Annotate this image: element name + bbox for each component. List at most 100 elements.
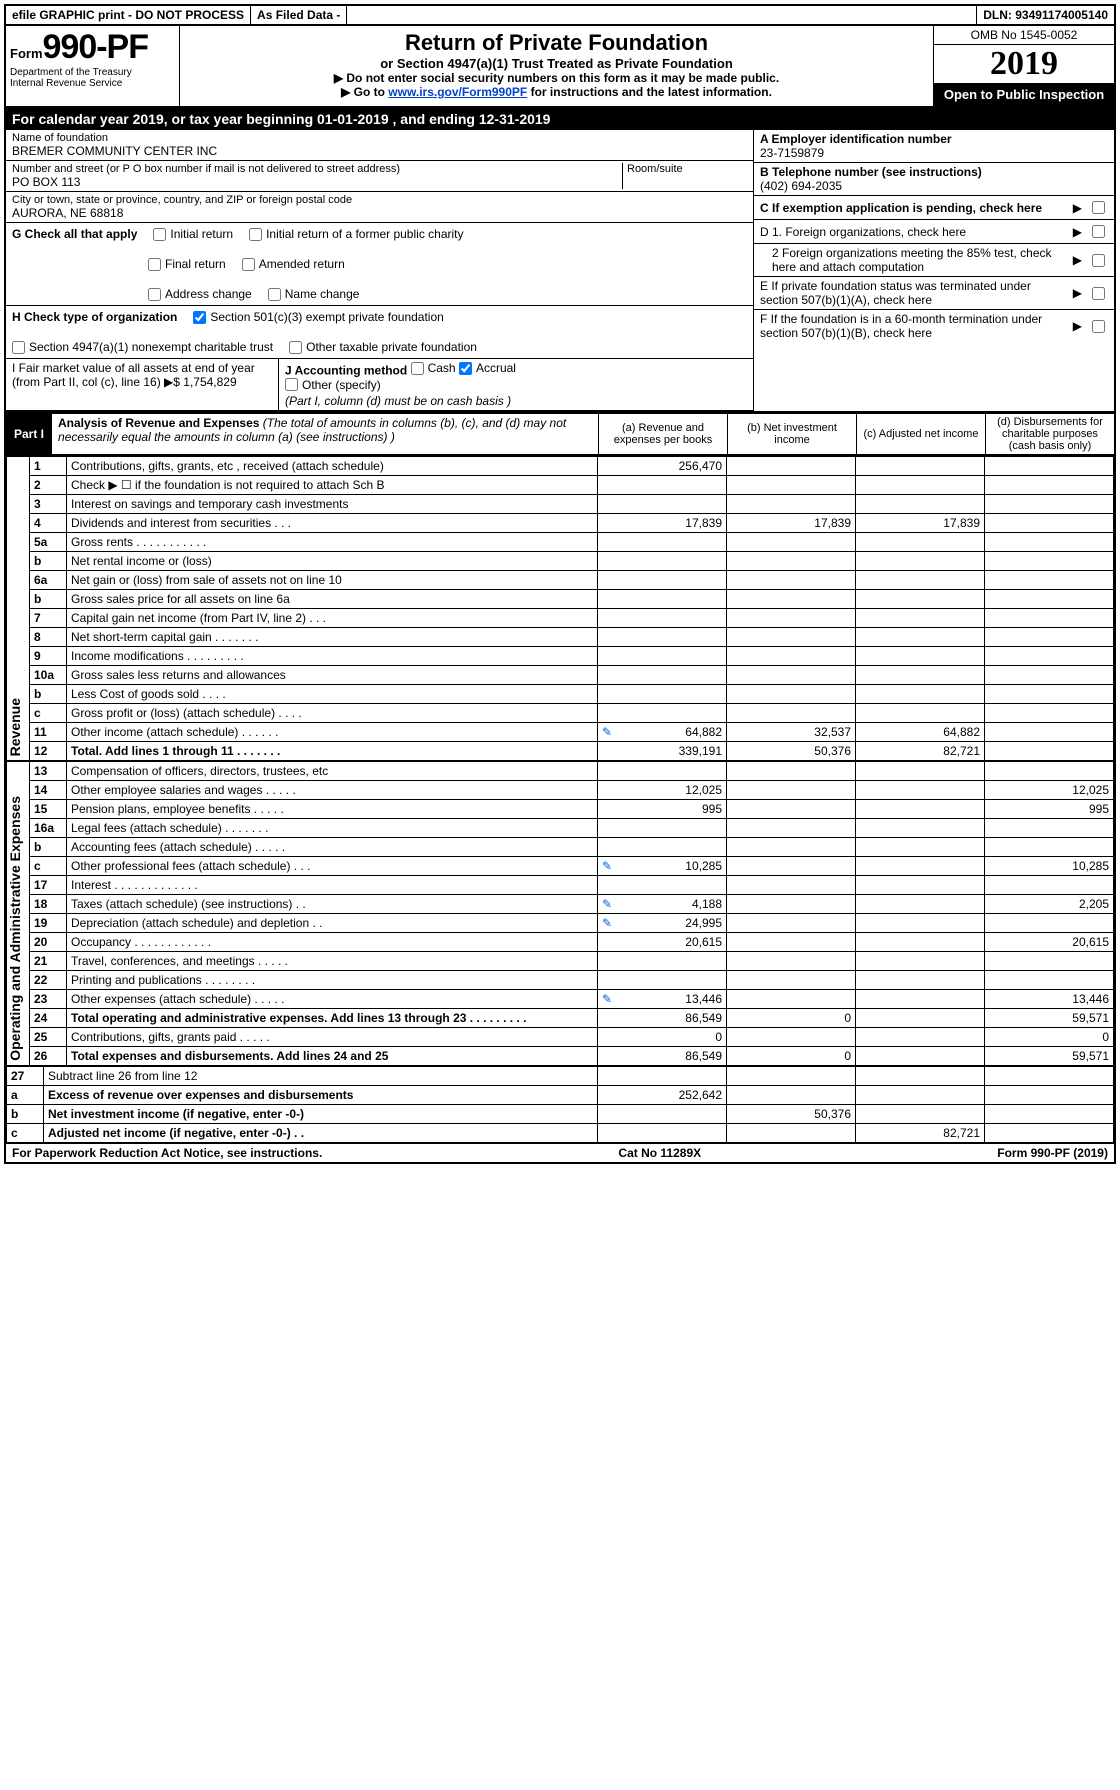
cell-a — [598, 1067, 727, 1086]
cell-b — [727, 971, 856, 990]
cell-b — [727, 781, 856, 800]
chk-accrual[interactable] — [459, 362, 472, 375]
cell-c — [856, 1067, 985, 1086]
cell-d: 2,205 — [985, 895, 1114, 914]
row-number: 21 — [30, 952, 67, 971]
irs-link[interactable]: www.irs.gov/Form990PF — [388, 85, 527, 99]
row-number: 17 — [30, 876, 67, 895]
cell-d: 59,571 — [985, 1009, 1114, 1028]
chk-final[interactable] — [148, 258, 161, 271]
cell-c — [856, 895, 985, 914]
row-label: Total operating and administrative expen… — [67, 1009, 598, 1028]
form-subtitle: or Section 4947(a)(1) Trust Treated as P… — [190, 56, 923, 71]
cell-c — [856, 1047, 985, 1066]
ij-section: I Fair market value of all assets at end… — [6, 359, 753, 411]
chk-4947[interactable] — [12, 341, 25, 354]
chk-other-method[interactable] — [285, 378, 298, 391]
row-label: Net short-term capital gain . . . . . . … — [67, 628, 598, 647]
footer-left: For Paperwork Reduction Act Notice, see … — [12, 1146, 322, 1160]
b-label: B Telephone number (see instructions) — [760, 165, 1108, 179]
table-row: cGross profit or (loss) (attach schedule… — [7, 704, 1114, 723]
cell-a — [598, 552, 727, 571]
cell-b: 0 — [727, 1047, 856, 1066]
row-number: 15 — [30, 800, 67, 819]
header: Form990-PF Department of the Treasury In… — [6, 26, 1114, 108]
table-row: 12Total. Add lines 1 through 11 . . . . … — [7, 742, 1114, 761]
cell-a — [598, 1105, 727, 1124]
chk-d1[interactable] — [1092, 225, 1105, 238]
cell-b — [727, 762, 856, 781]
chk-e[interactable] — [1092, 287, 1105, 300]
cell-a — [598, 571, 727, 590]
row-label: Adjusted net income (if negative, enter … — [44, 1124, 598, 1143]
chk-address-change[interactable] — [148, 288, 161, 301]
g-label: G Check all that apply — [12, 227, 137, 241]
cell-d — [985, 742, 1114, 761]
row-label: Gross rents . . . . . . . . . . . — [67, 533, 598, 552]
table-row: 10aGross sales less returns and allowanc… — [7, 666, 1114, 685]
row-label: Pension plans, employee benefits . . . .… — [67, 800, 598, 819]
row-number: 1 — [30, 457, 67, 476]
row-number: 16a — [30, 819, 67, 838]
cell-c — [856, 971, 985, 990]
row-label: Compensation of officers, directors, tru… — [67, 762, 598, 781]
row-label: Excess of revenue over expenses and disb… — [44, 1086, 598, 1105]
cell-d — [985, 685, 1114, 704]
cell-a — [598, 609, 727, 628]
row-number: 8 — [30, 628, 67, 647]
cell-b — [727, 838, 856, 857]
row-number: 26 — [30, 1047, 67, 1066]
attachment-icon[interactable]: ✎ — [602, 725, 612, 739]
cell-c — [856, 1009, 985, 1028]
cell-d — [985, 476, 1114, 495]
table-row: bNet rental income or (loss) — [7, 552, 1114, 571]
cell-c — [856, 1086, 985, 1105]
chk-amended[interactable] — [242, 258, 255, 271]
chk-other-taxable[interactable] — [289, 341, 302, 354]
table-row: 19Depreciation (attach schedule) and dep… — [7, 914, 1114, 933]
cell-d — [985, 1086, 1114, 1105]
cell-c — [856, 666, 985, 685]
table-row: 5aGross rents . . . . . . . . . . . — [7, 533, 1114, 552]
cell-a — [598, 952, 727, 971]
cell-d — [985, 609, 1114, 628]
chk-c[interactable] — [1092, 201, 1105, 214]
year-box: OMB No 1545-0052 2019 Open to Public Ins… — [933, 26, 1114, 106]
cell-b — [727, 533, 856, 552]
d1-label: D 1. Foreign organizations, check here — [760, 225, 1067, 239]
chk-initial-former[interactable] — [249, 228, 262, 241]
cell-b — [727, 552, 856, 571]
cell-d — [985, 876, 1114, 895]
efile-label: efile GRAPHIC print - DO NOT PROCESS — [6, 6, 251, 24]
attachment-icon[interactable]: ✎ — [602, 916, 612, 930]
table-row: 27Subtract line 26 from line 12 — [7, 1067, 1114, 1086]
part1-header: Part I Analysis of Revenue and Expenses … — [6, 412, 1114, 456]
chk-name-change[interactable] — [268, 288, 281, 301]
table-row: cOther professional fees (attach schedul… — [7, 857, 1114, 876]
chk-f[interactable] — [1092, 320, 1105, 333]
col-d-hdr: (d) Disbursements for charitable purpose… — [985, 414, 1114, 454]
cell-c — [856, 495, 985, 514]
row-number: 2 — [30, 476, 67, 495]
chk-501c3[interactable] — [193, 311, 206, 324]
cell-c — [856, 857, 985, 876]
cell-d — [985, 838, 1114, 857]
row-number: 5a — [30, 533, 67, 552]
attachment-icon[interactable]: ✎ — [602, 992, 612, 1006]
attachment-icon[interactable]: ✎ — [602, 859, 612, 873]
attachment-icon[interactable]: ✎ — [602, 897, 612, 911]
table-row: 9Income modifications . . . . . . . . . — [7, 647, 1114, 666]
chk-initial[interactable] — [153, 228, 166, 241]
cell-c — [856, 800, 985, 819]
chk-cash[interactable] — [411, 362, 424, 375]
cell-a — [598, 838, 727, 857]
cell-c — [856, 990, 985, 1009]
row-label: Capital gain net income (from Part IV, l… — [67, 609, 598, 628]
cell-b — [727, 876, 856, 895]
cell-b — [727, 1028, 856, 1047]
chk-d2[interactable] — [1092, 254, 1105, 267]
table-row: 15Pension plans, employee benefits . . .… — [7, 800, 1114, 819]
row-label: Total expenses and disbursements. Add li… — [67, 1047, 598, 1066]
row-label: Interest on savings and temporary cash i… — [67, 495, 598, 514]
table-row: 20Occupancy . . . . . . . . . . . .20,61… — [7, 933, 1114, 952]
